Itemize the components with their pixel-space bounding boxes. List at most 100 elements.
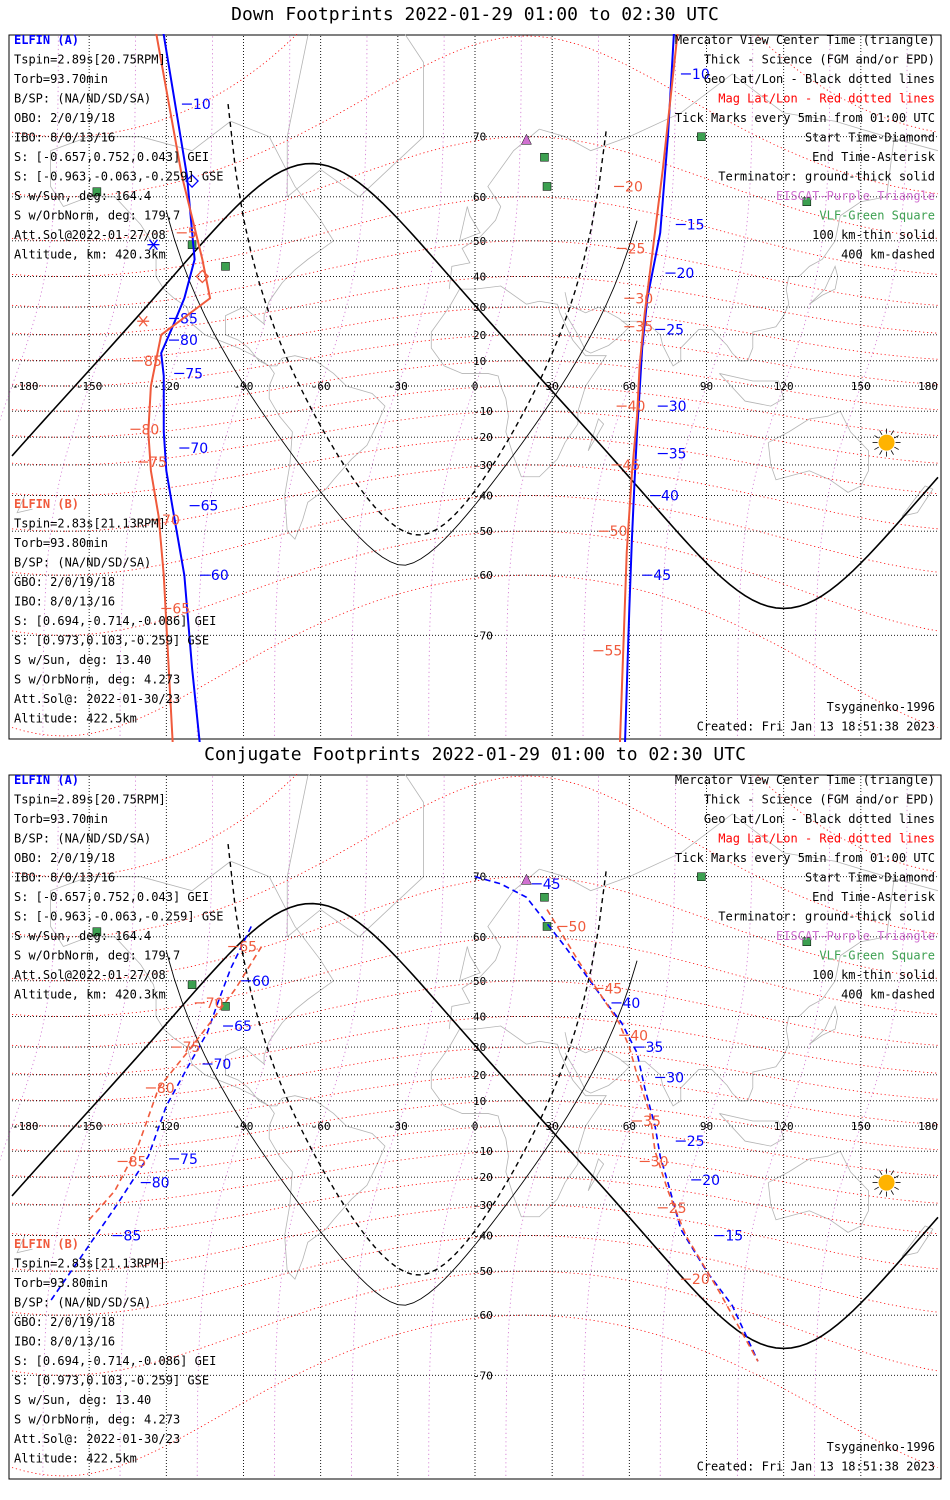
track-tick-label: 30 — [669, 399, 687, 415]
track-tick-label: 25 — [628, 241, 646, 257]
track-tick-label: 20 — [676, 266, 694, 282]
lon-tick-label: 30 — [546, 1120, 559, 1133]
elfin-a-info-line: Att.Sol@2022-01-27/08 — [14, 228, 166, 242]
track-tick-label: 55 — [604, 644, 622, 660]
elfin-b-info-line: S: [0.973,0.103,-0.259] GSE — [14, 1374, 209, 1388]
legend-entry: Geo Lat/Lon - Black dotted lines — [704, 72, 935, 86]
lat-tick-label: -30 — [473, 459, 493, 472]
elfin-a-info-line: IBO: 8/0/13/16 — [14, 131, 115, 145]
vlf-square — [221, 262, 230, 271]
track-tick-label: 35 — [646, 1040, 664, 1056]
legend-entry: Mercator View Center Time (triangle) — [675, 774, 935, 787]
elfin-a-info-line: Altitude, km: 420.3km — [14, 988, 166, 1002]
lon-tick-label: -90 — [234, 1120, 254, 1133]
track-tick-label: 40 — [630, 1028, 648, 1044]
lat-tick-label: -50 — [473, 1265, 493, 1278]
elfin-b-info: ELFIN (B) Tspin=2.83s[21.13RPM] Torb=93.80… — [14, 497, 216, 726]
lat-tick-label: 40 — [473, 270, 486, 283]
model-label: Tsyganenko-1996 — [827, 1440, 935, 1454]
lat-tick-label: -70 — [473, 1369, 493, 1382]
lon-tick-label: 60 — [623, 1120, 636, 1133]
eiscat-triangle — [521, 873, 532, 885]
track-tick-label: 45 — [543, 877, 561, 893]
track-tick-label: 20 — [702, 1173, 720, 1189]
lon-tick-label: 150 — [851, 1120, 871, 1133]
track-tick-label: 50 — [568, 919, 586, 935]
lat-tick-label: -10 — [473, 405, 493, 418]
track-tick-label: 85 — [144, 354, 162, 370]
vlf-square — [802, 937, 812, 946]
end-asterisk — [137, 315, 150, 327]
legend-entry: 400 km-dashed — [841, 988, 935, 1002]
lat-tick-label: 60 — [473, 931, 486, 944]
elfin-a-info-line: S w/OrbNorm, deg: 179.7 — [14, 209, 180, 223]
down-panel-title: Down Footprints 2022-01-29 01:00 to 02:3… — [231, 4, 719, 25]
axis-labels: -180 -150 -120 -90 -60 -30 0 30 60 90 120 150 180 -70… — [12, 131, 938, 643]
lat-tick-label: -40 — [473, 1230, 493, 1243]
legend-entry: EISCAT-Purple Triangle — [776, 189, 935, 203]
track-tick-label: 80 — [180, 333, 198, 349]
elfin-a-info-line: S: [-0.963,-0.063,-0.259] GSE — [14, 170, 224, 184]
lat-tick-label: -60 — [473, 1309, 493, 1322]
track-tick-label: 75 — [180, 1152, 198, 1168]
track-elfin-a-east: 10 15 20 25 30 35 40 45 — [624, 34, 710, 742]
track-tick-label: 75 — [183, 1040, 201, 1056]
lat-tick-label: -60 — [473, 569, 493, 582]
lat-tick-label: -30 — [473, 1199, 493, 1212]
elfin-b-info-line: S w/OrbNorm, deg: 4.273 — [14, 1413, 180, 1427]
elfin-a-info-line: S w/Sun, deg: 164.4 — [14, 189, 151, 203]
track-tick-label: 45 — [622, 458, 640, 474]
track-elfin-b-west: 65 70 75 80 85 — [88, 940, 263, 1221]
legend-entry: Terminator: ground-thick solid — [718, 170, 935, 184]
legend: Mercator View Center Time (triangle) Thic… — [675, 34, 936, 262]
created-label: Created: Fri Jan 13 18:51:38 2023 — [697, 720, 935, 734]
vlf-square — [542, 182, 552, 191]
axis-labels: -180 -150 -120 -90 -60 -30 0 30 60 90 120 150 180 -70… — [12, 871, 938, 1383]
elfin-a-info-line: B/SP: (NA/ND/SD/SA) — [14, 832, 151, 846]
track-tick-label: 15 — [687, 217, 705, 233]
model-label: Tsyganenko-1996 — [827, 700, 935, 714]
terminator-100km — [165, 951, 638, 1306]
elfin-b-info-line: GBO: 2/0/19/18 — [14, 575, 115, 589]
track-tick-label: 85 — [180, 311, 198, 327]
elfin-b-info-line: S: [0.694,-0.714,-0.086] GEI — [14, 614, 216, 628]
terminator-400km — [227, 104, 607, 536]
legend-entry: End Time-Asterisk — [812, 890, 936, 904]
elfin-a-info-line: Tspin=2.89s[20.75RPM] — [14, 53, 166, 67]
track-tick-label: 60 — [211, 568, 229, 584]
created-label: Created: Fri Jan 13 18:51:38 2023 — [697, 1460, 935, 1474]
lon-tick-label: 180 — [918, 1120, 938, 1133]
legend-entry: Tick Marks every 5min from 01:00 UTC — [675, 111, 935, 125]
elfin-b-info-line: Tspin=2.83s[21.13RPM] — [14, 517, 166, 531]
track-tick-label: 60 — [252, 974, 270, 990]
elfin-a-info-line: Torb=93.70min — [14, 812, 108, 826]
elfin-a-info-line: Altitude, km: 420.3km — [14, 248, 166, 262]
track-tick-label: 20 — [625, 179, 643, 195]
track-tick-label: 50 — [610, 524, 628, 540]
lon-tick-label: 120 — [774, 380, 794, 393]
elfin-a-info-line: IBO: 8/0/13/16 — [14, 871, 115, 885]
legend-entry: Start Time-Diamond — [805, 131, 935, 145]
vlf-square — [92, 187, 102, 196]
elfin-b-info-line: B/SP: (NA/ND/SD/SA) — [14, 556, 151, 570]
elfin-a-info-line: OBO: 2/0/19/18 — [14, 851, 115, 865]
elfin-a-name: ELFIN (A) — [14, 34, 79, 47]
elfin-b-info-line: Att.Sol@: 2022-01-30/23 — [14, 692, 180, 706]
elfin-b-info-line: S w/OrbNorm, deg: 4.273 — [14, 673, 180, 687]
elfin-b-info-line: B/SP: (NA/ND/SD/SA) — [14, 1296, 151, 1310]
track-tick-label: 65 — [234, 1019, 252, 1035]
down-footprint-map: -180 -150 -120 -90 -60 -30 0 30 60 90 120 150 180 -70… — [0, 34, 942, 742]
lat-tick-label: -20 — [473, 1171, 493, 1184]
track-elfin-b-: 5 85 80 75 70 65 — [130, 34, 212, 742]
track-tick-label: 80 — [152, 1176, 170, 1192]
lat-tick-label: 60 — [473, 191, 486, 204]
elfin-b-name: ELFIN (B) — [14, 1237, 79, 1251]
lat-tick-label: 30 — [473, 301, 486, 314]
track-tick-label: 80 — [157, 1081, 175, 1097]
elfin-a-info-line: S w/OrbNorm, deg: 179.7 — [14, 949, 180, 963]
track-tick-label: 35 — [669, 447, 687, 463]
vlf-square — [92, 927, 102, 936]
track-tick-label: 75 — [149, 455, 167, 471]
ground-stations — [92, 132, 812, 271]
elfin-a-info: ELFIN (A) Tspin=2.89s[20.75RPM] Torb=93.70… — [14, 774, 224, 1002]
